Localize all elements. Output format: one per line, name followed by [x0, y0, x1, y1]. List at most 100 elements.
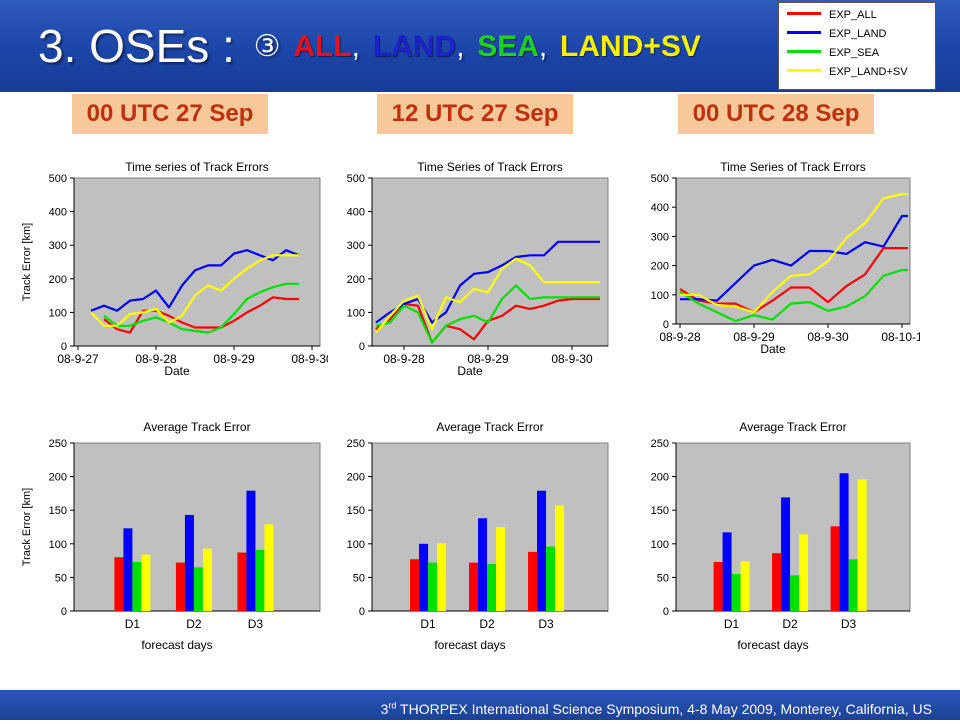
y-tick-label: 0	[663, 319, 669, 331]
date-label-00utc-28sep: 00 UTC 28 Sep	[678, 94, 874, 134]
y-tick-label: 300	[49, 240, 67, 252]
y-tick-label: 500	[651, 173, 669, 185]
x-tick-label: 08-9-27	[57, 352, 99, 366]
series-line-exp-sea	[375, 284, 600, 344]
bar-d3-exp-sea	[546, 546, 556, 611]
chart-title: Time Series of Track Errors	[417, 160, 563, 174]
x-category-label: D3	[248, 617, 264, 631]
average-track-error-chart-1: Average Track Error 0 50 100 150 200 250 Track …	[21, 420, 321, 652]
y-tick-label: 0	[61, 341, 67, 353]
bar-d3-exp-sea	[255, 549, 265, 611]
bar-d3-exp-land	[537, 490, 547, 611]
y-tick-label: 250	[49, 438, 67, 450]
legend-entry: EXP_LAND+SV	[787, 66, 908, 82]
x-tick-label: 08-9-28	[383, 352, 425, 366]
bar-d2-exp-sea	[790, 575, 800, 611]
legend-label: EXP_SEA	[829, 47, 880, 59]
y-tick-label: 100	[347, 307, 365, 319]
y-tick-label: 200	[49, 472, 67, 484]
series-line-exp-land-sv	[90, 254, 299, 327]
date-label-00utc-27sep: 00 UTC 27 Sep	[72, 94, 268, 134]
y-tick-label: 50	[657, 572, 669, 584]
y-tick-label: 250	[651, 438, 669, 450]
y-tick-label: 50	[353, 572, 365, 584]
x-axis-label: forecast days	[737, 638, 808, 652]
legend-entry: EXP_SEA	[787, 47, 879, 63]
bar-d3-exp-land-sv	[857, 479, 867, 611]
x-axis-label: forecast days	[141, 638, 212, 652]
y-tick-label: 200	[347, 274, 365, 286]
bar-d3-exp-all	[237, 552, 247, 611]
chart-title: Time series of Track Errors	[125, 160, 269, 174]
bar-d1-exp-all	[713, 561, 723, 611]
chart-title: Average Track Error	[739, 420, 846, 434]
bar-d1-exp-sea	[428, 562, 438, 611]
y-tick-label: 150	[347, 505, 365, 517]
y-tick-label: 250	[347, 438, 365, 450]
x-axis-label: Date	[164, 364, 190, 378]
y-tick-label: 150	[49, 505, 67, 517]
bar-d3-exp-land-sv	[555, 505, 565, 611]
y-tick-label: 200	[347, 472, 365, 484]
plot-area	[73, 177, 321, 347]
series-line-exp-land	[680, 214, 908, 302]
footer-ordinal-suffix: rd	[388, 700, 397, 710]
keyword-land-sv: LAND+SV	[560, 30, 701, 63]
x-category-label: D3	[841, 617, 857, 631]
title-main: 3. OSEs :	[38, 20, 235, 72]
bar-d2-exp-land	[478, 518, 488, 611]
y-tick-label: 400	[347, 207, 365, 219]
bar-d2-exp-land-sv	[496, 527, 506, 611]
y-tick-label: 150	[651, 505, 669, 517]
bar-d1-exp-all	[114, 557, 124, 611]
y-tick-label: 400	[49, 207, 67, 219]
x-category-label: D3	[538, 617, 554, 631]
x-axis-label: Date	[457, 364, 483, 378]
x-category-label: D1	[420, 617, 436, 631]
y-tick-label: 100	[49, 539, 67, 551]
bar-d1-exp-all	[410, 559, 420, 611]
y-tick-label: 500	[347, 173, 365, 185]
bar-d2-exp-land-sv	[799, 534, 809, 611]
chart-title: Average Track Error	[143, 420, 250, 434]
legend-swatch	[787, 31, 821, 34]
legend-swatch	[787, 50, 821, 53]
bar-d2-exp-all	[175, 562, 185, 611]
y-tick-label: 400	[651, 202, 669, 214]
y-tick-label: 100	[651, 539, 669, 551]
x-tick-label: 08-9-30	[291, 352, 328, 366]
bar-d1-exp-land	[419, 543, 429, 611]
y-tick-label: 50	[55, 572, 67, 584]
track-error-timeseries-chart-1: Time series of Track Errors 0 100 200 300 400…	[21, 160, 328, 378]
x-category-label: D2	[782, 617, 798, 631]
y-tick-label: 0	[359, 341, 365, 353]
bar-d3-exp-land	[246, 490, 256, 611]
legend-swatch	[787, 69, 821, 72]
legend-label: EXP_LAND	[829, 28, 887, 40]
track-error-timeseries-chart-2: Time Series of Track Errors 0 100 200 300 400…	[347, 160, 609, 378]
x-axis-label: forecast days	[434, 638, 505, 652]
x-tick-label: 08-9-29	[467, 352, 509, 366]
legend-swatch	[787, 12, 821, 15]
y-tick-label: 300	[651, 231, 669, 243]
x-tick-label: 08-9-28	[659, 330, 701, 344]
bar-d1-exp-sea	[731, 574, 741, 611]
x-axis-label: Date	[760, 342, 786, 356]
bar-d1-exp-land-sv	[141, 554, 151, 611]
plot-area	[675, 177, 911, 325]
keyword-separator: ,	[538, 30, 548, 63]
series-line-exp-land-sv	[680, 192, 908, 314]
bar-d2-exp-land	[184, 514, 194, 611]
series-line-exp-sea	[103, 282, 299, 334]
chart-title: Average Track Error	[436, 420, 543, 434]
bar-d3-exp-land-sv	[264, 524, 274, 611]
slide-title: 3. OSEs : ③ ALL, LAND, SEA, LAND+SV	[38, 14, 701, 78]
series-line-exp-land	[90, 249, 300, 312]
y-tick-label: 0	[359, 606, 365, 618]
bar-d1-exp-land	[123, 528, 133, 611]
y-tick-label: 100	[347, 539, 365, 551]
y-tick-label: 200	[651, 261, 669, 273]
y-tick-label: 200	[651, 472, 669, 484]
y-tick-label: 200	[49, 274, 67, 286]
y-axis-label: Track Error [km]	[21, 488, 33, 566]
